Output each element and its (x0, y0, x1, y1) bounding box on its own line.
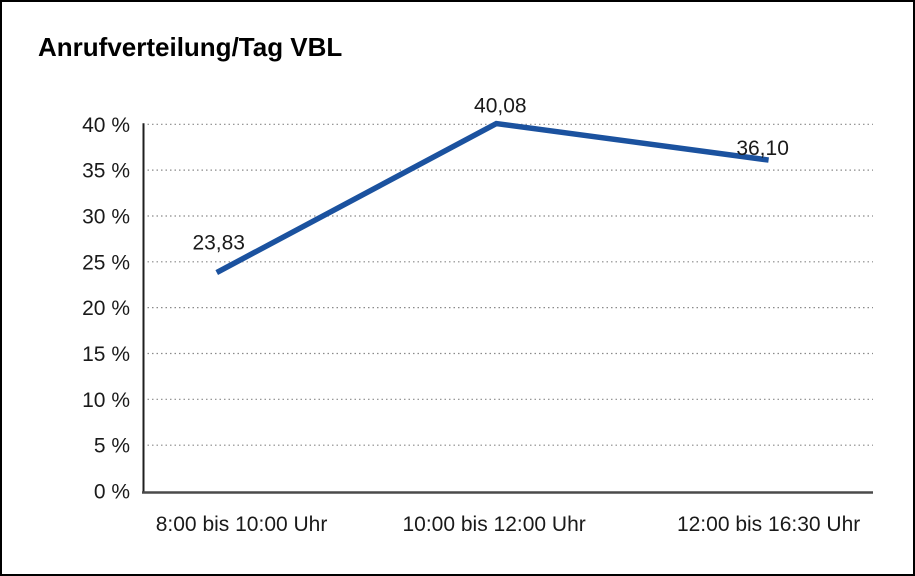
category-label: 10:00 bis 12:00 Uhr (402, 513, 585, 536)
y-tick-label: 40 % (82, 114, 130, 137)
series-line (215, 120, 769, 275)
y-tick-label: 5 % (94, 435, 130, 458)
y-tick-label: 30 % (82, 205, 130, 228)
y-tick-label: 15 % (82, 343, 130, 366)
data-label: 40,08 (474, 95, 527, 118)
data-label: 36,10 (736, 137, 789, 160)
y-tick-label: 10 % (82, 389, 130, 412)
y-tick-label: 35 % (82, 160, 130, 183)
y-tick-label: 0 % (94, 481, 130, 504)
y-tick-label: 20 % (82, 297, 130, 320)
category-label: 12:00 bis 16:30 Uhr (677, 513, 860, 536)
y-tick-label: 25 % (82, 251, 130, 274)
chart-title: Anrufverteilung/Tag VBL (38, 32, 343, 62)
data-label: 23,83 (192, 232, 245, 255)
category-label: 8:00 bis 10:00 Uhr (156, 513, 328, 536)
